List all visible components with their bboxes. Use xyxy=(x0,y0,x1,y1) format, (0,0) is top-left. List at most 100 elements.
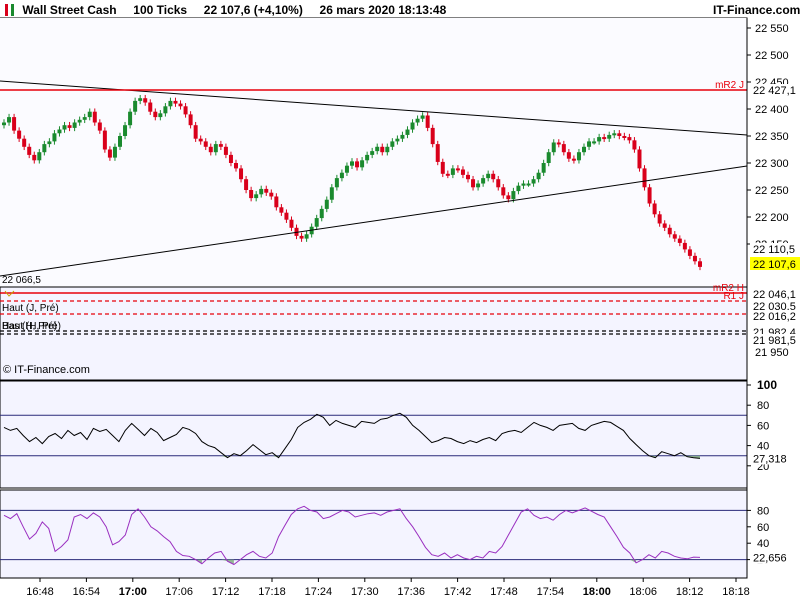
candle-body xyxy=(506,195,511,200)
candle-body xyxy=(163,106,168,114)
candle-body xyxy=(556,142,561,145)
candle-body xyxy=(259,188,264,195)
level-legend-low-overlap: Bas (H, Pré) xyxy=(2,321,57,332)
candle-body xyxy=(102,130,107,150)
level-value-box xyxy=(750,84,800,96)
candle-body xyxy=(274,196,279,208)
candle-body xyxy=(370,151,375,155)
candle-body xyxy=(476,183,481,188)
current-price-label: 22 107,6 xyxy=(753,259,796,271)
candle-body xyxy=(582,146,586,153)
candle-body xyxy=(375,146,380,152)
osc2-line xyxy=(3,505,701,566)
level-legend-low: Haut (H, Pré) xyxy=(2,321,61,332)
candle-body xyxy=(2,122,6,126)
candle-body xyxy=(279,207,284,213)
y-tick-label: 22 200 xyxy=(755,212,789,224)
candle-body xyxy=(637,149,642,169)
candle-body xyxy=(607,134,612,139)
candle-body xyxy=(239,168,244,180)
x-tick-label: 18:06 xyxy=(629,586,657,598)
candle-body xyxy=(244,179,249,190)
candle-body xyxy=(672,234,677,239)
candles xyxy=(2,94,702,271)
osc-tick-label: 100 xyxy=(757,378,777,392)
candle-body xyxy=(52,133,57,142)
candle-body xyxy=(541,163,546,173)
candle-body xyxy=(269,192,274,197)
candle-body xyxy=(304,234,309,239)
candle-body xyxy=(27,146,32,155)
candle-body xyxy=(319,208,324,219)
candle-body xyxy=(390,141,395,147)
candle-body xyxy=(7,117,12,123)
candle-body xyxy=(521,183,526,186)
candle-body xyxy=(198,138,203,142)
bell-icon xyxy=(4,290,15,297)
candle-body xyxy=(329,187,334,200)
candle-body xyxy=(173,100,178,104)
candle-body xyxy=(82,117,87,120)
candle-body xyxy=(128,111,133,126)
candle-body xyxy=(218,144,223,147)
candle-body xyxy=(208,146,213,153)
candle-body xyxy=(652,203,657,215)
candle-body xyxy=(107,149,112,158)
timestamp: 26 mars 2020 18:13:48 xyxy=(319,3,447,17)
candle-body xyxy=(612,133,617,136)
level-value: 22 427,1 xyxy=(753,85,796,97)
osc1-line xyxy=(3,412,701,459)
candle-body xyxy=(324,199,329,209)
candle-body xyxy=(92,111,97,123)
candle-body xyxy=(143,98,148,103)
candle-body xyxy=(67,125,72,128)
current-price-box xyxy=(750,257,800,270)
candle-body xyxy=(153,111,158,118)
y-tick-label: 22 400 xyxy=(755,104,789,116)
y-tick-label: 21 950 xyxy=(755,347,789,359)
candle-body xyxy=(571,158,576,161)
candle-body xyxy=(77,119,82,123)
x-tick-label: 17:12 xyxy=(212,586,240,598)
y-tick-label: 22 550 xyxy=(755,23,789,35)
candle-body xyxy=(627,137,632,141)
candle-body xyxy=(289,219,294,228)
osc-tick-label: 60 xyxy=(757,522,769,534)
x-tick-label: 18:12 xyxy=(676,586,704,598)
candle-body xyxy=(158,113,163,118)
candle-body xyxy=(17,130,22,139)
candle-body xyxy=(334,178,339,188)
level-value-box xyxy=(750,288,800,300)
candle-body xyxy=(561,144,566,153)
level-legend-high: Haut (J, Pré) xyxy=(2,303,59,314)
candle-body xyxy=(435,144,440,162)
candle-body xyxy=(667,227,672,235)
candle-body xyxy=(344,165,349,173)
candle-body xyxy=(516,185,521,192)
candle-body xyxy=(133,100,138,112)
x-tick-label: 16:54 xyxy=(73,586,101,598)
x-tick-label: 17:30 xyxy=(351,586,379,598)
candlestick-icon xyxy=(5,4,15,16)
x-tick-label: 18:18 xyxy=(722,586,750,598)
candle-body xyxy=(193,125,198,139)
candle-body xyxy=(223,146,228,155)
instrument-name: Wall Street Cash xyxy=(22,3,117,17)
osc-current-value: 27,318 xyxy=(753,453,787,465)
candle-body xyxy=(440,161,445,174)
candle-body xyxy=(496,179,501,188)
candle-body xyxy=(657,214,662,224)
x-tick-label: 17:36 xyxy=(397,586,425,598)
candle-body xyxy=(87,111,92,118)
candle-body xyxy=(123,125,128,136)
candle-body xyxy=(466,174,470,180)
level-value-box xyxy=(750,310,800,322)
candle-body xyxy=(622,136,627,138)
candle-body xyxy=(415,118,420,123)
level-value-box xyxy=(750,300,800,312)
candle-body xyxy=(400,134,405,139)
candle-body xyxy=(455,168,460,171)
x-tick-label: 17:48 xyxy=(490,586,518,598)
